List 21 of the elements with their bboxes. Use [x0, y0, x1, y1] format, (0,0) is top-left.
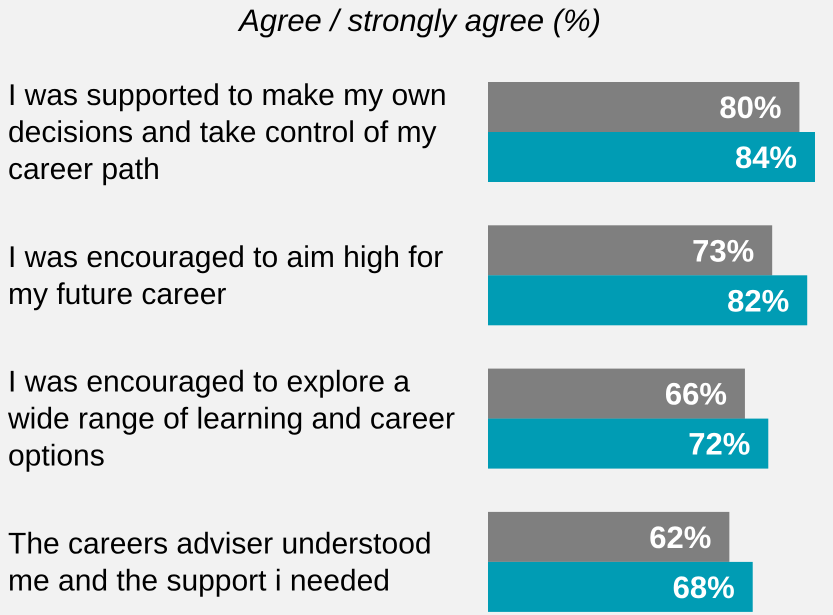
y-tick-label: I was supported to make my own decisions and take control of my career path [8, 79, 447, 186]
y-tick-label: The careers adviser understood me and the support i needed [8, 527, 432, 598]
data-label: 73% [692, 233, 754, 268]
bar [488, 275, 808, 326]
bar [488, 132, 815, 182]
bar [488, 225, 772, 276]
bar [488, 368, 745, 419]
data-label: 68% [672, 570, 735, 605]
bar [488, 82, 800, 132]
data-label: 84% [734, 140, 797, 175]
data-label: 80% [719, 90, 782, 125]
chart-title: Agree / strongly agree (%) [237, 3, 601, 38]
data-label: 62% [649, 520, 712, 555]
data-label: 82% [727, 283, 790, 318]
bar [488, 512, 730, 562]
y-tick-label: I was encouraged to aim high for my future career [8, 240, 444, 311]
data-label: 72% [688, 426, 750, 462]
y-tick-label: I was encouraged to explore a wide range of learning and career options [7, 366, 455, 473]
bar [488, 418, 768, 469]
data-label: 66% [664, 376, 727, 412]
bar [488, 562, 753, 612]
